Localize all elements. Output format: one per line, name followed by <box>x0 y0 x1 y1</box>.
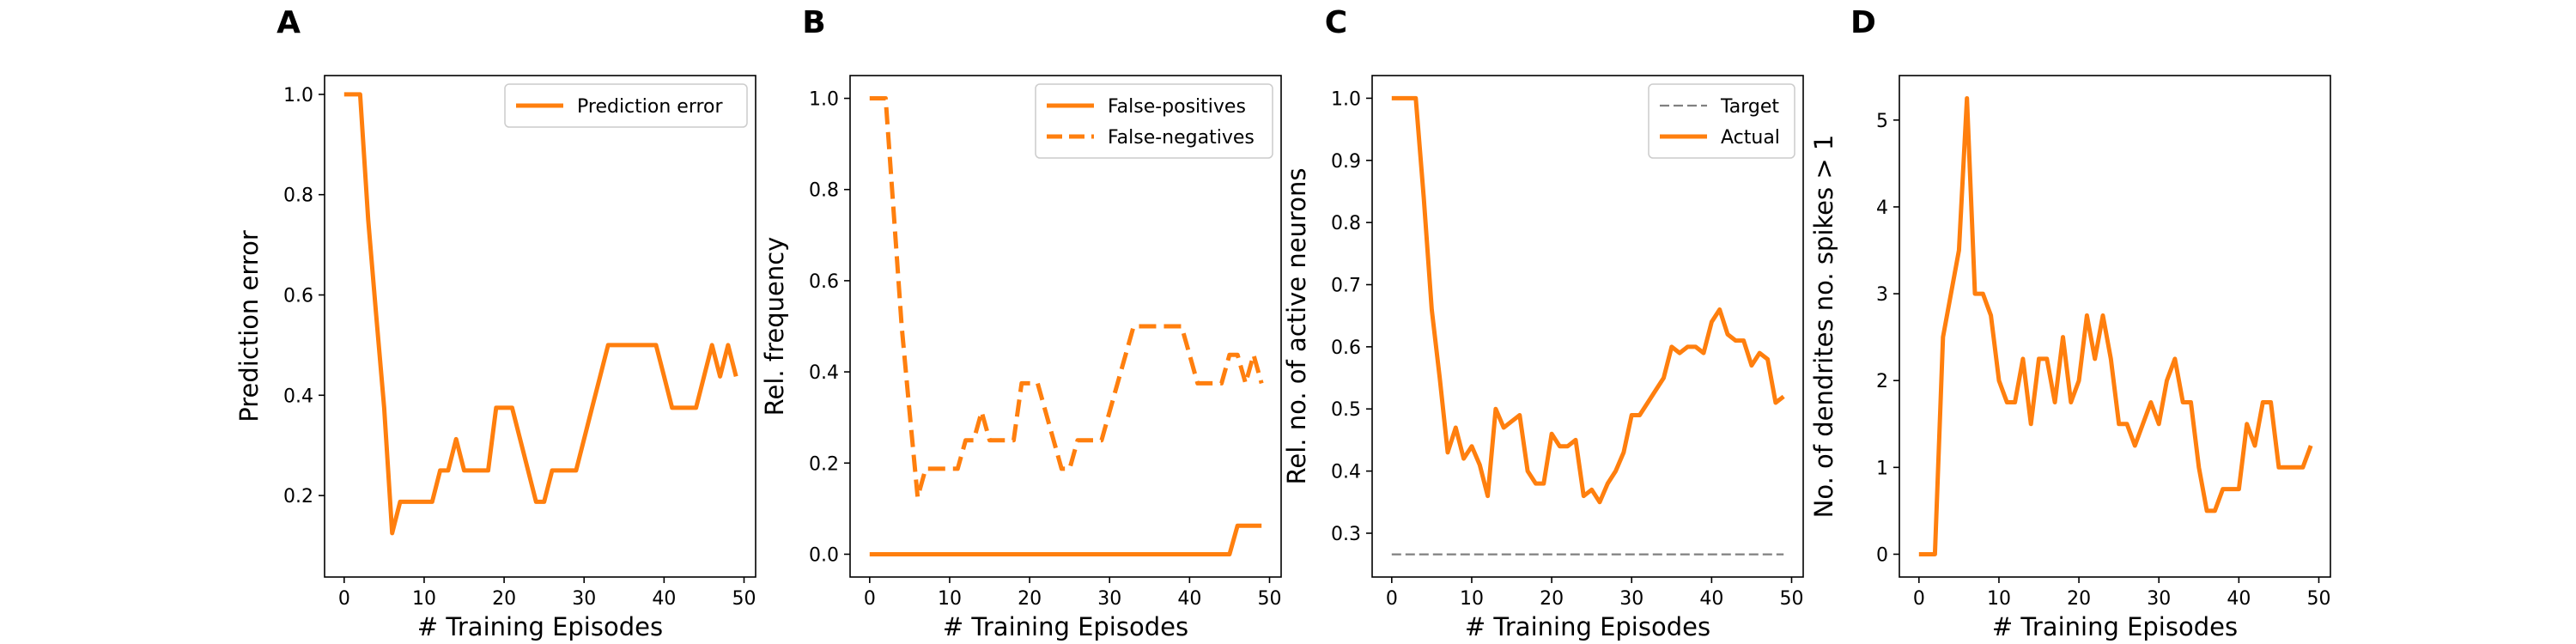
panel-a-x-tick-label: 0 <box>338 588 350 610</box>
panel-a-axes-frame <box>324 75 756 578</box>
panel-d-y-tick-label: 5 <box>1876 111 1888 132</box>
panel-b: 0 10 20 30 40 50 0.0 0.2 0.4 0.6 0.8 1.0 # Training … <box>760 5 1282 641</box>
panel-c-panel-letter: C <box>1325 5 1347 40</box>
panel-c: 0 10 20 30 40 50 0.3 0.4 0.5 0.6 0.7 0.8 0.9 1.0 # Tra… <box>1282 5 1804 641</box>
panel-a-x-tick-label: 50 <box>732 588 756 610</box>
panel-d-x-tick-label: 40 <box>2227 588 2251 610</box>
panel-b-y-tick-label: 0.6 <box>809 271 839 293</box>
panel-d-y-tick-label: 2 <box>1876 371 1888 392</box>
panel-c-y-tick-label: 1.0 <box>1331 88 1361 110</box>
panel-a-y-tick-label: 0.8 <box>283 185 313 207</box>
panel-a-x-tick-label: 30 <box>572 588 596 610</box>
panel-a-x-axis-label: # Training Episodes <box>417 612 663 641</box>
panel-c-axes-frame <box>1371 75 1804 578</box>
panel-c-y-tick-label: 0.4 <box>1331 462 1361 483</box>
panel-b-x-tick-label: 10 <box>938 588 962 610</box>
panel-c-x-tick-label: 30 <box>1619 588 1643 610</box>
panel-a-y-tick-label: 1.0 <box>283 85 313 106</box>
panel-b-x-tick-label: 50 <box>1257 588 1281 610</box>
panel-b-legend: False-positives False-negatives <box>1035 83 1273 159</box>
panel-b-y-tick-label: 0.0 <box>809 544 839 566</box>
panel-d-y-axis-label: No. of dendrites no. spikes > 1 <box>1809 135 1838 519</box>
panel-d-axes-frame <box>1899 75 2331 578</box>
panel-d-x-tick-label: 10 <box>1987 588 2011 610</box>
panel-a-y-tick-label: 0.6 <box>283 286 313 307</box>
panel-a-series-0-line <box>343 92 738 536</box>
panel-c-y-tick-label: 0.3 <box>1331 524 1361 545</box>
panel-b-y-tick-label: 0.2 <box>809 453 839 475</box>
panel-b-legend-label: False-negatives <box>1108 127 1255 149</box>
panel-c-y-axis-label: Rel. no. of active neurons <box>1282 168 1311 485</box>
panel-c-x-tick-label: 40 <box>1699 588 1723 610</box>
panel-a-legend: Prediction error <box>504 83 748 128</box>
panel-c-legend: Target Actual <box>1648 83 1795 159</box>
panel-b-y-tick-label: 0.8 <box>809 180 839 202</box>
panel-c-y-tick-label: 0.5 <box>1331 399 1361 421</box>
panel-b-series-1-line <box>869 96 1264 500</box>
panel-d-y-tick-label: 0 <box>1876 544 1888 566</box>
panel-a-y-axis-label: Prediction error <box>234 230 264 422</box>
panel-c-y-tick-label: 0.8 <box>1331 213 1361 234</box>
panel-d-x-tick-label: 0 <box>1913 588 1925 610</box>
panel-c-x-tick-label: 10 <box>1460 588 1484 610</box>
panel-b-legend-box <box>1035 83 1273 159</box>
panel-a-x-tick-label: 40 <box>652 588 676 610</box>
panel-c-x-axis-label: # Training Episodes <box>1465 612 1710 641</box>
panel-b-legend-label: False-positives <box>1108 96 1246 118</box>
panel-b-x-tick-label: 20 <box>1018 588 1042 610</box>
panel-c-x-tick-label: 0 <box>1386 588 1398 610</box>
panel-a-x-tick-label: 10 <box>412 588 436 610</box>
panel-b-x-tick-label: 30 <box>1097 588 1121 610</box>
panel-d-series-0-line <box>1918 96 2313 556</box>
panel-b-series-0-line <box>869 523 1262 556</box>
panel-d-y-tick-label: 1 <box>1876 458 1888 479</box>
panel-c-x-tick-label: 20 <box>1540 588 1564 610</box>
panel-b-panel-letter: B <box>802 5 825 40</box>
panel-c-x-tick-label: 50 <box>1779 588 1803 610</box>
panel-b-x-tick-label: 0 <box>864 588 876 610</box>
panel-b-y-tick-label: 0.4 <box>809 362 839 384</box>
panel-b-x-axis-label: # Training Episodes <box>943 612 1188 641</box>
panel-d-x-axis-label: # Training Episodes <box>1992 612 2238 641</box>
panel-a-legend-label: Prediction error <box>577 96 723 118</box>
panel-b-y-axis-label: Rel. frequency <box>760 237 789 416</box>
panel-d-x-tick-label: 50 <box>2306 588 2330 610</box>
panel-c-series-1-line <box>1391 95 1785 505</box>
panel-c-y-tick-label: 0.7 <box>1331 276 1361 297</box>
panel-d: 0 10 20 30 40 50 0 1 2 3 4 5 # Training Episodes No. … <box>1809 5 2331 641</box>
panel-c-y-tick-label: 0.9 <box>1331 151 1361 173</box>
panel-a-legend-box <box>504 83 748 128</box>
panel-a: 0 10 20 30 40 50 0.2 0.4 0.6 0.8 1.0 # Training Epi… <box>234 5 756 641</box>
panel-a-y-tick-label: 0.4 <box>283 386 313 407</box>
panel-d-y-tick-label: 3 <box>1876 284 1888 306</box>
panel-a-panel-letter: A <box>276 5 301 40</box>
panel-a-y-tick-label: 0.2 <box>283 486 313 507</box>
panel-d-x-tick-label: 20 <box>2067 588 2091 610</box>
panel-a-x-tick-label: 20 <box>492 588 516 610</box>
panel-b-axes-frame <box>849 75 1282 578</box>
panel-c-legend-label: Target <box>1720 96 1779 118</box>
panel-d-y-tick-label: 4 <box>1876 197 1888 219</box>
panel-d-panel-letter: D <box>1850 5 1876 40</box>
panel-c-legend-label: Actual <box>1721 127 1780 149</box>
panel-c-legend-box <box>1648 83 1795 159</box>
panel-b-y-tick-label: 1.0 <box>809 89 839 111</box>
panel-c-y-tick-label: 0.6 <box>1331 337 1361 359</box>
panel-b-x-tick-label: 40 <box>1177 588 1201 610</box>
panel-d-x-tick-label: 30 <box>2147 588 2171 610</box>
